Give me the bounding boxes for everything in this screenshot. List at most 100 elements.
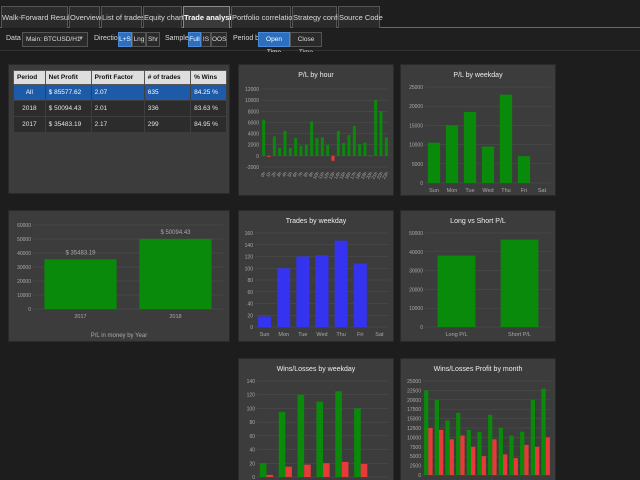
y-tick-label: 0 [420,181,423,187]
sample-full-button[interactable]: Full [188,32,201,47]
direction-short-button[interactable]: Shr [146,32,160,47]
chevron-down-icon: ▼ [78,36,84,42]
pl-by-weekday-title: P/L by weekday [453,72,503,79]
bar-17h [352,125,356,156]
tab-source-code[interactable]: Source Code [338,6,383,28]
bar-win-apr [456,412,461,475]
period-close-time-button[interactable]: Close Time [290,32,322,56]
pl-by-hour-chart: P/L by hour 12000 10000 8000 6000 4000 2000 0 -2… [238,64,394,196]
bar-tue [296,256,310,327]
table-row[interactable]: All $ 85577.62 2.07 635 84.25 % [13,84,227,101]
bar-tue [463,111,477,183]
y-tick-label: 5000 [410,454,421,460]
tab-list-of-trades[interactable]: List of trades [101,6,145,28]
tab-walk-forward-results[interactable]: Walk-Forward Results [1,6,75,28]
bar-loss-sun [266,474,274,477]
y-tick-label: 20000 [409,287,423,293]
y-tick-label: 0 [420,325,423,331]
x-tick-label: 11h [317,171,325,180]
bar-12h [326,144,330,156]
data-select[interactable]: Main: BTCUSD/H1 ▼ [22,32,88,47]
x-tick-label: 5h [286,171,293,178]
bar-loss-aug [503,454,508,475]
column-header-net-profit[interactable]: Net Profit [44,70,92,85]
x-tick-label: Fri [521,188,527,194]
bar-win-jan [424,390,429,475]
bar-loss-tue [304,464,311,477]
long-vs-short-plot: Long vs Short P/L 50000 40000 30000 20000 100… [409,218,551,338]
wins-cell: 84.95 % [190,116,227,133]
y-tick-label: 100 [247,406,256,412]
bar-loss-oct [524,444,529,475]
long-vs-short-title: Long vs Short P/L [450,218,506,225]
pl-by-weekday-plot: P/L by weekday2500020000150001000050000S… [409,72,551,194]
bar-loss-thu [341,461,349,477]
bar-loss-mon [285,466,292,477]
column-header-period[interactable]: Period [13,70,46,85]
bar-sun [258,316,272,327]
y-tick-label: 6000 [248,120,259,126]
y-tick-label: 10000 [407,435,421,441]
y-tick-label: 100 [245,266,254,272]
x-tick-label: Aug [498,479,507,480]
tab-equity-chart[interactable]: Equity chart [143,6,184,28]
tab-portfolio-correlation[interactable]: Portfolio correlation [231,6,297,28]
net-profit-cell: $ 35483.19 [44,116,92,133]
direction-long-short-button[interactable]: L+S [118,32,132,47]
column-header-trades[interactable]: # of trades [143,70,192,85]
x-tick-label: 15h [338,171,346,180]
bar-thu [334,240,348,327]
bar-mon [445,125,459,183]
period-open-time-button[interactable]: Open Time [258,32,290,56]
y-tick-label: 20 [247,313,253,319]
y-tick-label: 40000 [17,251,31,257]
bar-loss-feb [439,429,444,475]
bar-8h [304,144,308,156]
trade-analysis-area: Period Net Profit Profit Factor # of tra… [0,52,640,480]
x-tick-label: 7h [297,171,304,178]
y-tick-label: 0 [250,325,253,331]
y-tick-label: 160 [245,231,254,237]
x-tick-label: Jun [477,479,485,480]
x-tick-label: 2h [270,171,277,178]
table-row[interactable]: 2017 $ 35483.19 2.17 299 84.95 % [13,116,227,133]
trades-by-weekday-chart: Trades by weekday 160 140 120 100 80 60 40 20 0 Su… [238,210,394,342]
tab-strategy-config[interactable]: Strategy config [292,6,343,28]
bar-short-p-l [500,239,539,327]
trades-cell: 635 [143,84,192,101]
direction-long-button[interactable]: Lng [132,32,146,47]
y-tick-label: 0 [28,307,31,313]
bar-thu [499,94,513,183]
y-tick-label: 50000 [409,231,423,237]
column-header-profit-factor[interactable]: Profit Factor [90,70,145,85]
y-tick-label: 22500 [407,388,421,394]
pl-by-year-x-axis-label: P/L in money by Year [91,333,147,339]
column-header-wins[interactable]: % Wins [190,70,227,85]
x-tick-label: 2018 [169,314,181,320]
x-tick-label: Sun [260,332,270,338]
y-tick-label: 2000 [248,143,259,149]
sample-oos-button[interactable]: OOS [211,32,227,47]
bar-loss-apr [460,435,465,475]
wins-losses-by-weekday-plot: Wins/Losses by weekday 140 120 100 80 60 40 20 0… [247,366,389,480]
stats-table: Period Net Profit Profit Factor # of tra… [13,70,227,133]
tab-trade-analysis[interactable]: Trade analysis [183,6,236,28]
y-tick-label: 25000 [407,379,421,385]
y-tick-label: 140 [247,379,256,385]
tab-overview[interactable]: Overview [69,6,101,28]
y-tick-label: 7500 [410,445,421,451]
sample-is-button[interactable]: IS [201,32,211,47]
x-tick-label: 8h [302,171,309,178]
bar-win-thu [335,391,342,477]
bar-3h [278,148,282,156]
pl-by-hour-title: P/L by hour [298,72,334,79]
x-tick-label: 23h [381,171,389,180]
x-tick-label: 4h [281,171,288,178]
wins-losses-by-weekday-title: Wins/Losses by weekday [277,366,356,373]
data-label-2017: $ 35483.19 [65,250,96,256]
wins-losses-profit-by-month-chart: Wins/Losses Profit by month 25000 22500 200… [400,358,556,480]
table-row[interactable]: 2018 $ 50094.43 2.01 336 83.63 % [13,100,227,117]
bar-loss-jan [428,428,433,475]
x-tick-label: 22h [376,171,384,180]
bar-11h [320,137,324,156]
